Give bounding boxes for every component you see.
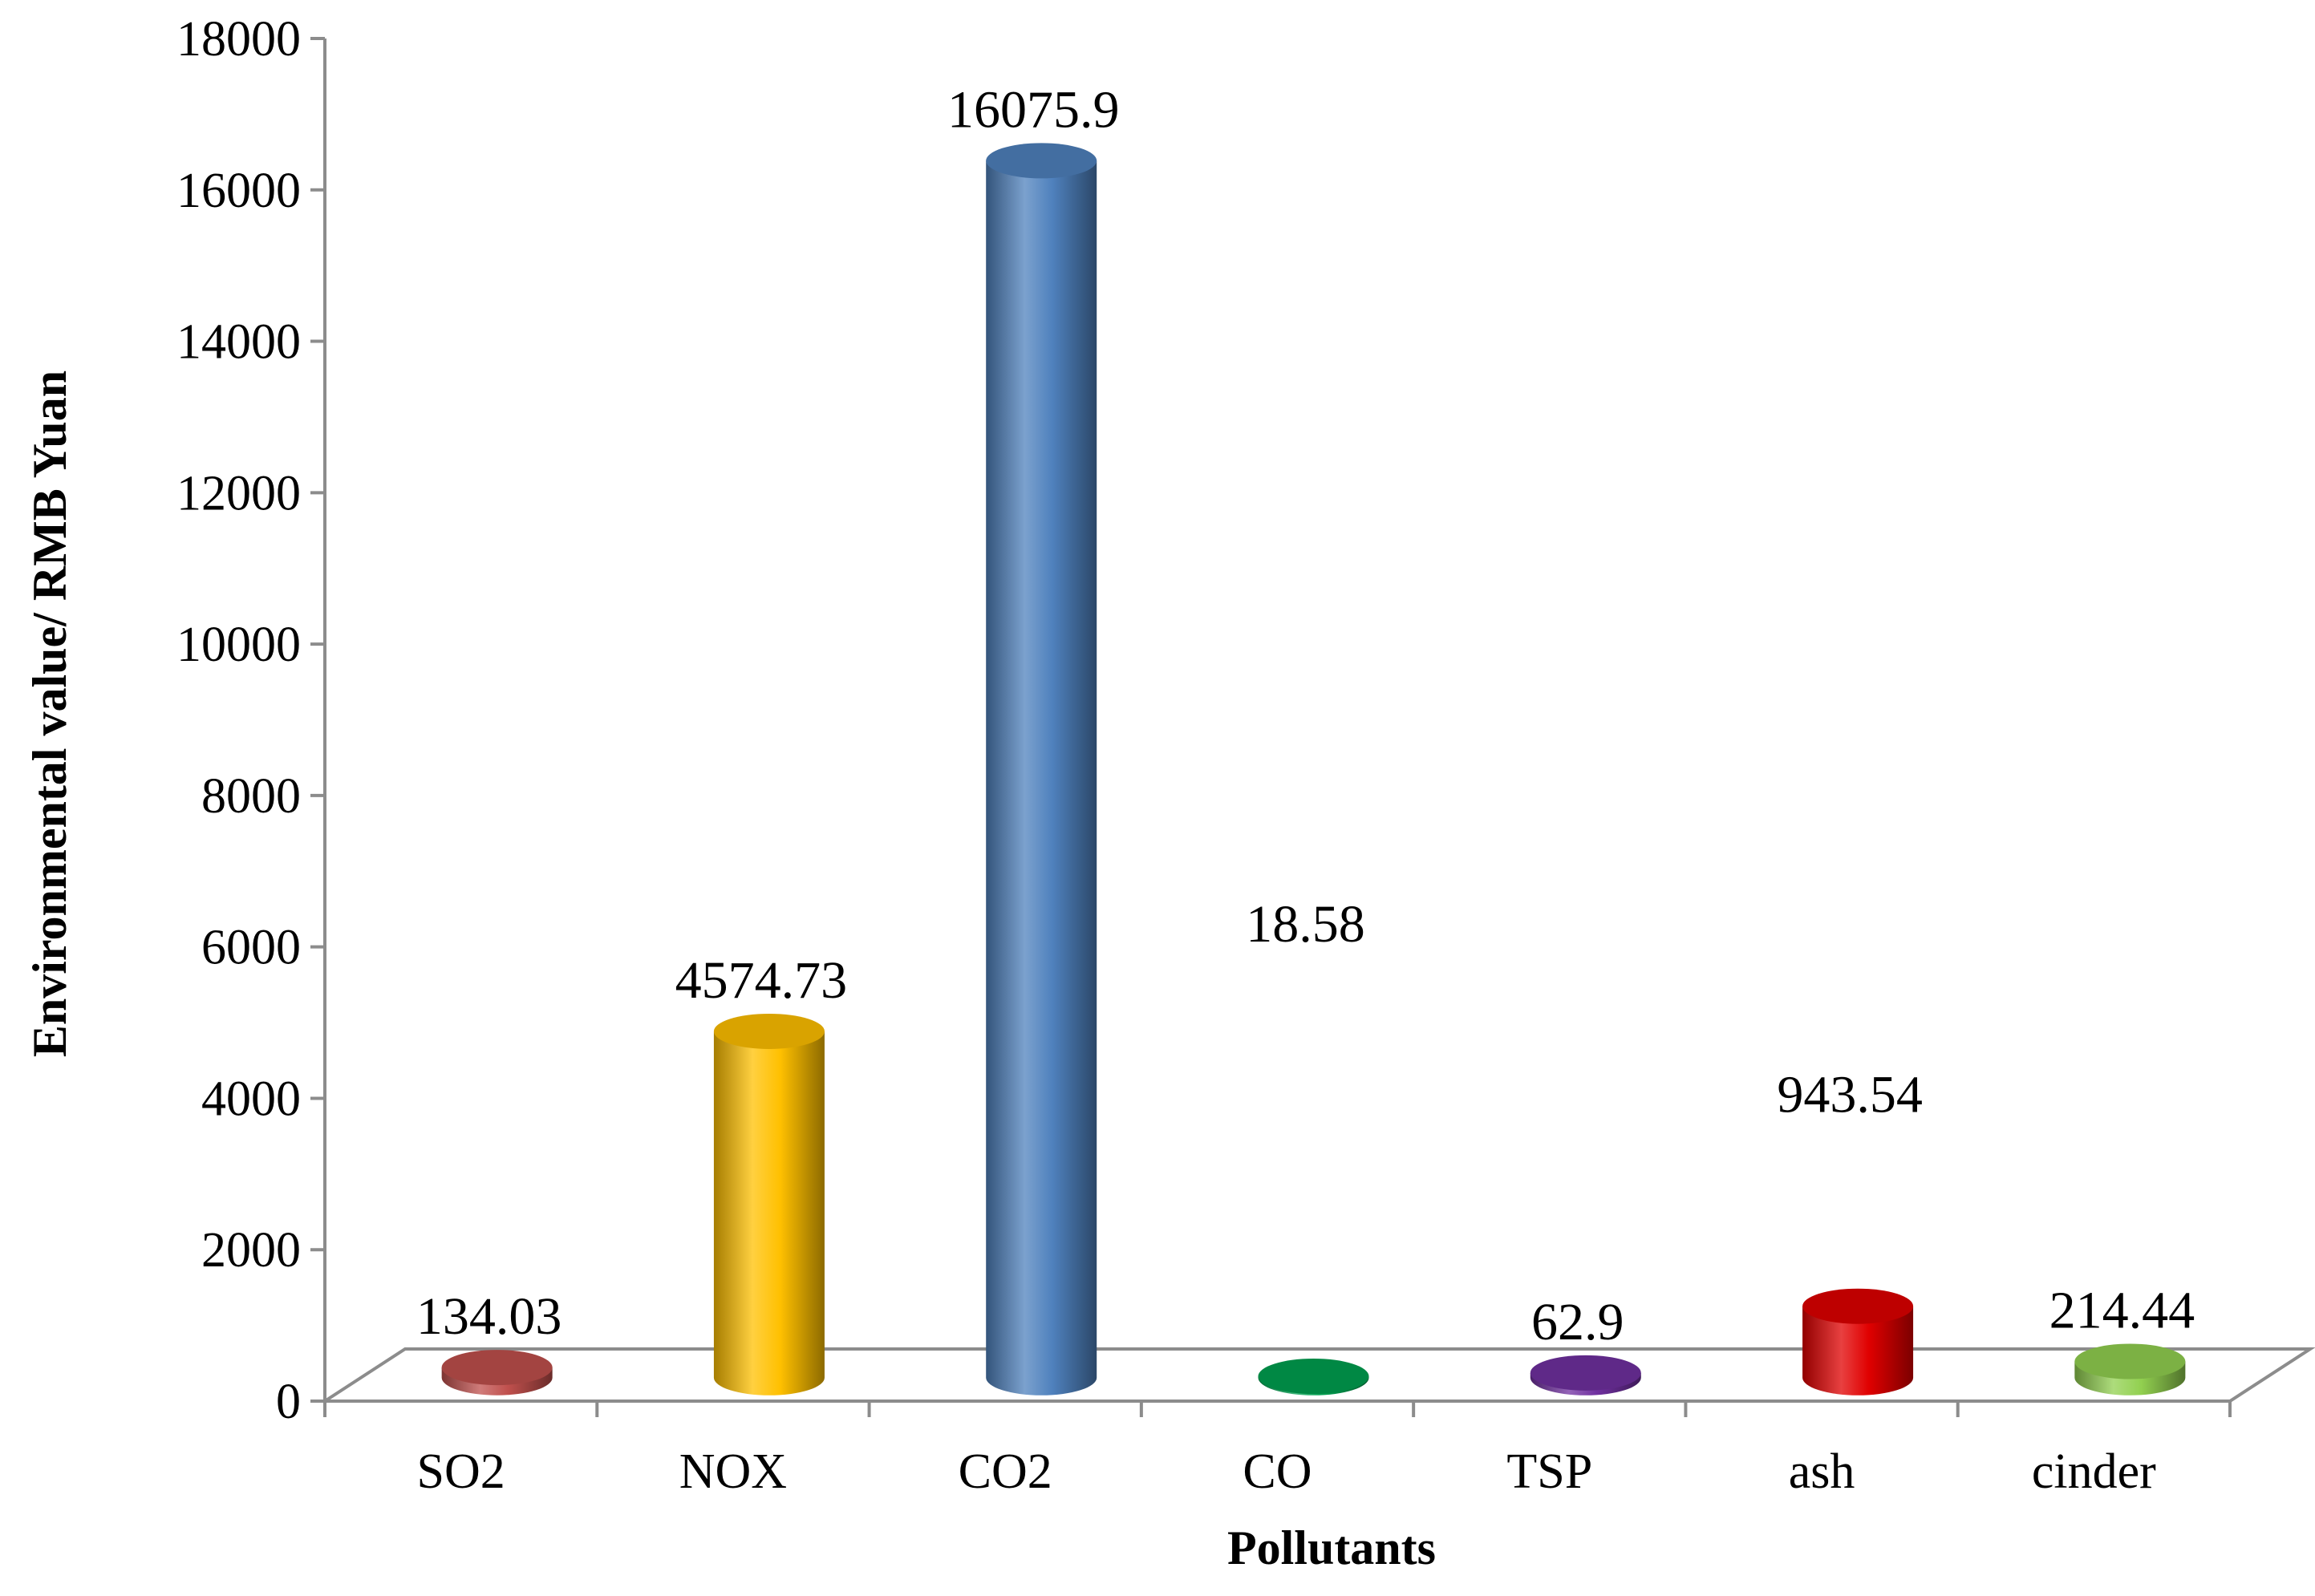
bar-co <box>1258 1358 1369 1395</box>
x-tick-label-co2: CO2 <box>959 1444 1052 1499</box>
bar-so2 <box>441 1350 553 1395</box>
labels-layer: SO2 NOX CO2 CO TSP ash cinder 134.03 4574.73 1607… <box>416 80 2195 1499</box>
data-label-co2: 16075.9 <box>947 80 1120 139</box>
y-axis-title: Environmental value/ RMB Yuan <box>23 371 76 1057</box>
bar-ash-body <box>1802 1306 1914 1395</box>
x-tick-label-co: CO <box>1243 1444 1312 1499</box>
x-tick-label-nox: NOX <box>679 1444 787 1499</box>
bar-co2-body <box>986 160 1097 1395</box>
bar-nox-top <box>713 1013 825 1049</box>
y-tick-label-0: 0 <box>276 1375 301 1429</box>
y-tick-label-10000: 10000 <box>176 618 301 672</box>
bar-co2-top <box>986 143 1097 179</box>
bar-co-top <box>1258 1358 1369 1394</box>
data-label-ash: 943.54 <box>1777 1066 1923 1124</box>
bar-so2-top <box>441 1350 553 1386</box>
bar-nox <box>713 1013 825 1395</box>
x-tick-label-cinder: cinder <box>2032 1444 2156 1499</box>
data-label-nox: 4574.73 <box>675 951 848 1010</box>
data-label-cinder: 214.44 <box>2049 1282 2195 1340</box>
x-tick-label-tsp: TSP <box>1506 1444 1592 1499</box>
data-label-tsp: 62.9 <box>1531 1293 1624 1351</box>
y-tick-label-14000: 14000 <box>176 315 301 370</box>
y-tick-label-8000: 8000 <box>201 769 301 824</box>
x-tick-label-so2: SO2 <box>417 1444 505 1499</box>
bar-nox-body <box>713 1031 825 1395</box>
y-tick-label-18000: 18000 <box>176 12 301 67</box>
bar-cinder <box>2074 1343 2186 1395</box>
bar-cinder-top <box>2074 1343 2186 1379</box>
bar-tsp <box>1530 1355 1641 1395</box>
bar-tsp-top <box>1530 1355 1641 1391</box>
data-label-co: 18.58 <box>1246 895 1365 954</box>
y-tick-label-16000: 16000 <box>176 164 301 218</box>
bar-ash-top <box>1802 1288 1914 1324</box>
x-tick-label-ash: ash <box>1789 1444 1855 1499</box>
y-tick-label-2000: 2000 <box>201 1223 301 1278</box>
axes-layer: 0 2000 4000 6000 8000 10000 12000 14000 16000 180… <box>176 12 2315 1429</box>
x-axis-title: Pollutants <box>1227 1521 1436 1574</box>
bar-co2 <box>986 143 1097 1395</box>
y-tick-label-12000: 12000 <box>176 466 301 521</box>
bars-layer <box>441 143 2186 1395</box>
data-label-so2: 134.03 <box>416 1287 562 1346</box>
bar-ash <box>1802 1288 1914 1395</box>
y-tick-label-4000: 4000 <box>201 1071 301 1126</box>
y-tick-label-6000: 6000 <box>201 921 301 975</box>
